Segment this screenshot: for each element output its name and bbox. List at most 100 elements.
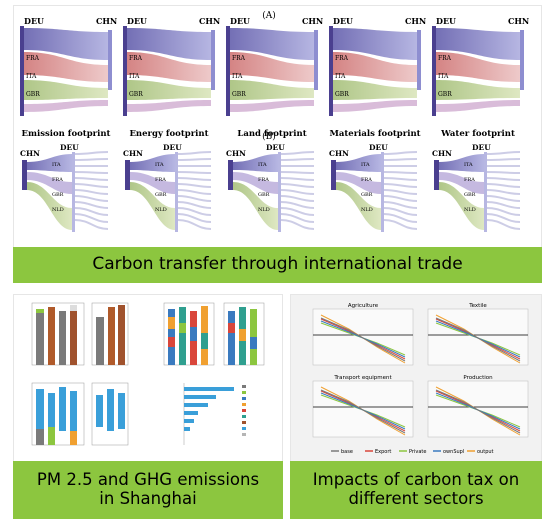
line-series xyxy=(320,389,406,434)
sankey-mid-label: GBR xyxy=(361,192,373,198)
sankey-source-label: CHN xyxy=(20,149,40,158)
legend-label: ownSupl xyxy=(443,449,464,455)
carbon-tax-caption-line2: different sectors xyxy=(348,489,484,508)
line-series xyxy=(435,389,521,434)
footprint-label: Energy footprint xyxy=(129,129,208,139)
sankey-mid-label: FRA xyxy=(361,177,372,183)
line-subplot: Textile xyxy=(427,303,529,366)
line-subplot-title: Transport equipment xyxy=(333,375,392,381)
sankey-mid-label: FRA xyxy=(232,55,246,62)
sankey-target-label: DEU xyxy=(369,143,388,152)
carbon-tax-caption-line1: Impacts of carbon tax on xyxy=(312,470,520,490)
pm25-caption-line1: PM 2.5 and GHG emissions xyxy=(36,470,260,490)
sankey-target-label: DEU xyxy=(60,143,79,152)
footprint-label: Land footprint xyxy=(237,129,306,139)
sankey-mid-label: ITA xyxy=(438,73,449,80)
sankey-mid-label: NLD xyxy=(258,207,270,213)
sankey-mid-label: FRA xyxy=(129,55,143,62)
sankey-target-label: CHN xyxy=(96,16,117,26)
sankey-mid-label: GBR xyxy=(258,192,270,198)
sankey-mid-label: FRA xyxy=(258,177,269,183)
legend-label: Private xyxy=(409,449,426,455)
sankey-mid-label: GBR xyxy=(464,192,476,198)
sankey-mid-label: FRA xyxy=(155,177,166,183)
pm25-caption-line2: in Shanghai xyxy=(99,489,197,508)
line-subplot-title: Production xyxy=(463,375,493,381)
sankey-source-label: CHN xyxy=(226,149,246,158)
line-subplot: Production xyxy=(427,375,529,438)
sankey-mid-label: ITA xyxy=(232,73,243,80)
emissions-subplot-3 xyxy=(31,382,129,446)
sankey-mid-label: ITA xyxy=(335,73,346,80)
sankey-source-label: DEU xyxy=(230,16,250,26)
pm25-caption: PM 2.5 and GHG emissions in Shanghai xyxy=(13,461,283,519)
sankey-source-label: DEU xyxy=(333,16,353,26)
sankey-source-label: DEU xyxy=(24,16,44,26)
line-subplot: Transport equipment xyxy=(312,375,414,438)
sankey-source-label: CHN xyxy=(432,149,452,158)
sankey-mid-label: NLD xyxy=(52,207,64,213)
sankey-target-label: CHN xyxy=(405,16,426,26)
sankey-source-label: CHN xyxy=(329,149,349,158)
sankey-mid-label: GBR xyxy=(335,91,349,98)
sankey-mid-label: ITA xyxy=(258,162,267,168)
carbon-tax-caption: Impacts of carbon tax on different secto… xyxy=(290,461,542,519)
sankey-target-label: DEU xyxy=(163,143,182,152)
sankey-diagram-b: CHN DEU ITA FRA GBR NLD xyxy=(226,143,315,232)
emissions-bar-figure xyxy=(31,302,265,446)
sankey-mid-label: GBR xyxy=(52,192,64,198)
sankey-mid-label: ITA xyxy=(129,73,140,80)
sankey-diagram-b: CHN DEU ITA FRA GBR NLD xyxy=(329,143,418,232)
sankey-source-label: CHN xyxy=(123,149,143,158)
footprint-label: Emission footprint xyxy=(22,129,111,139)
sankey-diagram-a: DEU CHN FRA ITA GBR Emission footprint xyxy=(20,16,117,139)
sankey-target-label: CHN xyxy=(199,16,220,26)
sankey-mid-label: GBR xyxy=(232,91,246,98)
sankey-diagram-a: DEU CHN FRA ITA GBR Energy footprint xyxy=(123,16,220,139)
sankey-diagram-a: DEU CHN FRA ITA GBR Water footprint xyxy=(432,16,529,139)
sankey-target-label: CHN xyxy=(508,16,529,26)
carbon-tax-legend: base Export Private ownSupl output xyxy=(331,449,494,455)
sankey-figure: (A) (B) DEU CHN FRA ITA GBR Emission footprin… xyxy=(20,10,529,232)
sankey-mid-label: ITA xyxy=(155,162,164,168)
line-subplot-title: Agriculture xyxy=(348,303,379,309)
sankey-mid-label: ITA xyxy=(361,162,370,168)
sankey-mid-label: FRA xyxy=(52,177,63,183)
sankey-mid-label: ITA xyxy=(26,73,37,80)
sankey-diagram-b: CHN DEU ITA FRA GBR NLD xyxy=(432,143,521,232)
sankey-source-label: DEU xyxy=(127,16,147,26)
sankey-target-label: DEU xyxy=(472,143,491,152)
line-subplot-title: Textile xyxy=(468,303,487,309)
sankey-diagram-a: DEU CHN FRA ITA GBR Land footprint xyxy=(226,16,323,139)
sankey-mid-label: ITA xyxy=(464,162,473,168)
sankey-mid-label: GBR xyxy=(155,192,167,198)
sankey-mid-label: NLD xyxy=(361,207,373,213)
sankey-target-label: CHN xyxy=(302,16,323,26)
footprint-label: Materials footprint xyxy=(329,129,420,139)
emissions-subplot-2 xyxy=(163,302,265,366)
sankey-mid-label: FRA xyxy=(335,55,349,62)
sankey-target-label: DEU xyxy=(266,143,285,152)
emissions-subplot-4 xyxy=(183,383,246,445)
sankey-mid-label: NLD xyxy=(155,207,167,213)
line-series xyxy=(320,317,406,362)
label-a: (A) xyxy=(262,10,276,21)
sankey-mid-label: FRA xyxy=(464,177,475,183)
emissions-subplot-1 xyxy=(31,302,129,366)
carbon-transfer-caption: Carbon transfer through international tr… xyxy=(13,247,542,283)
sankey-mid-label: GBR xyxy=(129,91,143,98)
sankey-mid-label: ITA xyxy=(52,162,61,168)
carbon-transfer-panel: (A) (B) DEU CHN FRA ITA GBR Emission footprin… xyxy=(13,5,542,283)
line-series xyxy=(435,317,521,362)
carbon-tax-figure: Agriculture Textile Transport equipment Pro… xyxy=(312,303,529,455)
sankey-mid-label: GBR xyxy=(438,91,452,98)
sankey-diagram-a: DEU CHN FRA ITA GBR Materials footprint xyxy=(329,16,426,139)
sankey-mid-label: FRA xyxy=(26,55,40,62)
sankey-mid-label: FRA xyxy=(438,55,452,62)
sankey-mid-label: NLD xyxy=(464,207,476,213)
sankey-diagram-b: CHN DEU ITA FRA GBR NLD xyxy=(123,143,212,232)
line-subplot: Agriculture xyxy=(312,303,414,366)
label-b: (B) xyxy=(262,131,276,142)
sankey-diagram-b: CHN DEU ITA FRA GBR NLD xyxy=(20,143,109,232)
footprint-label: Water footprint xyxy=(440,129,515,139)
